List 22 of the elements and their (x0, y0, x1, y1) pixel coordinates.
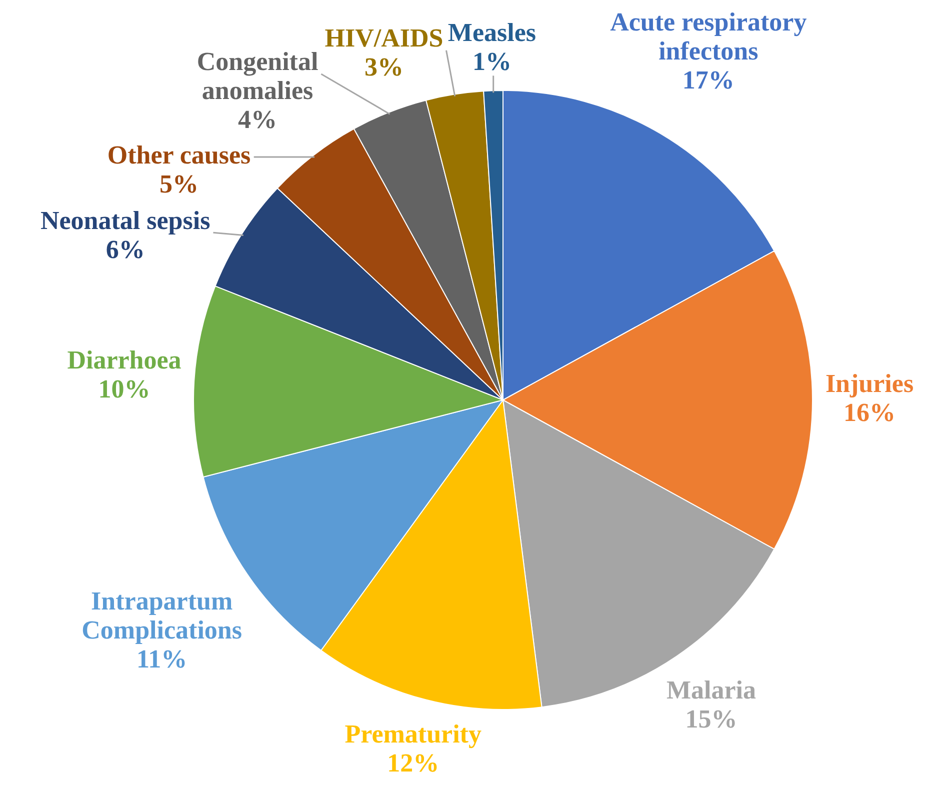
slice-label: Measles (448, 18, 536, 47)
data-label: 12% (387, 748, 440, 778)
slice-label: Acute respiratory infectons (610, 7, 807, 66)
slice-label: HIV/AIDS (324, 24, 444, 53)
slice-label: Congenital anomalies (196, 47, 318, 106)
data-label: 3% (364, 52, 404, 82)
slice-label: Intrapartum Complications (82, 586, 242, 645)
slice-label: Neonatal sepsis (40, 206, 210, 235)
data-label: 4% (238, 105, 278, 134)
data-label: 10% (98, 374, 150, 404)
data-label: 15% (685, 704, 738, 734)
slice-label: Injuries (825, 369, 914, 398)
data-label: 5% (160, 170, 198, 199)
data-label: 1% (472, 46, 512, 76)
slice-label: Malaria (666, 676, 756, 705)
data-label: 11% (136, 644, 188, 674)
slice-label: Prematurity (344, 719, 482, 748)
data-label: 16% (844, 398, 896, 428)
data-label: 17% (682, 65, 734, 94)
slice-label: Diarrhoea (67, 345, 182, 374)
slice-label: Other causes (107, 140, 251, 170)
data-label: 6% (106, 234, 145, 264)
